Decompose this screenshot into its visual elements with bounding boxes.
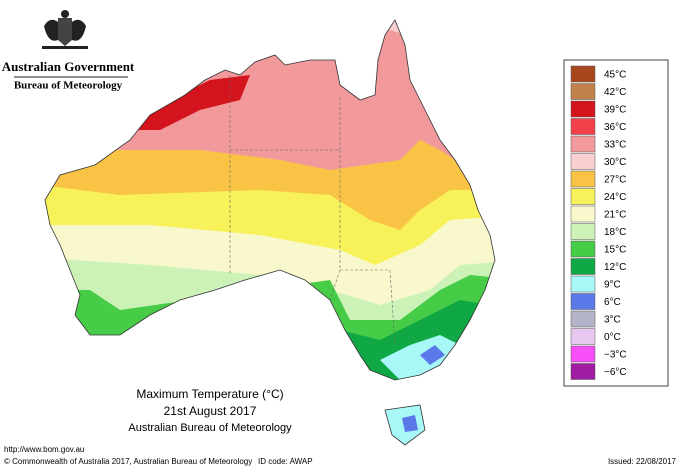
legend-label: 42°C (604, 87, 626, 98)
header-line1: Australian Government (2, 59, 135, 74)
legend-label: −6°C (604, 367, 627, 378)
legend-swatch (570, 240, 596, 258)
legend-swatch (570, 100, 596, 118)
legend-swatch (570, 205, 596, 223)
legend-swatch (570, 328, 596, 345)
legend-swatch (570, 275, 596, 293)
legend-label: 24°C (604, 192, 626, 203)
legend-swatch (570, 223, 596, 240)
legend-label: 0°C (604, 332, 621, 343)
crest (42, 10, 88, 49)
legend-swatch (570, 363, 596, 380)
legend-label: 33°C (604, 139, 626, 150)
legend-swatch (570, 170, 596, 188)
footer-issued: Issued: 22/08/2017 (608, 457, 677, 466)
legend-label: 30°C (604, 157, 626, 168)
legend-swatch (570, 258, 596, 275)
header-line2: Bureau of Meteorology (14, 80, 123, 92)
legend-swatch (570, 293, 596, 310)
legend: 45°C 42°C 39°C 36°C 33°C 30°C 27°C 24°C 21°C 18°C… (570, 65, 627, 380)
legend-swatch (570, 118, 596, 135)
map-title: Maximum Temperature (°C) (136, 387, 283, 401)
footer-copyright: © Commonwealth of Australia 2017, Austra… (4, 457, 252, 466)
legend-label: 45°C (604, 69, 626, 80)
legend-label: 3°C (604, 314, 621, 325)
legend-swatch (570, 188, 596, 205)
legend-label: 6°C (604, 297, 621, 308)
legend-label: 12°C (604, 262, 626, 273)
footer-id-code: ID code: AWAP (258, 457, 313, 466)
legend-label: 9°C (604, 279, 621, 290)
legend-label: 36°C (604, 122, 626, 133)
legend-label: 18°C (604, 227, 626, 238)
legend-label: 27°C (604, 174, 626, 185)
legend-label: 15°C (604, 244, 626, 255)
legend-label: 39°C (604, 104, 626, 115)
legend-label: 21°C (604, 209, 626, 220)
map-date: 21st August 2017 (164, 404, 257, 418)
legend-swatch (570, 65, 596, 83)
map-source: Australian Bureau of Meteorology (128, 422, 292, 434)
legend-swatch (570, 153, 596, 170)
footer-url: http://www.bom.gov.au (4, 445, 84, 454)
legend-swatch (570, 345, 596, 363)
legend-swatch (570, 83, 596, 100)
legend-swatch (570, 135, 596, 153)
coastline (44, 19, 496, 446)
legend-label: −3°C (604, 349, 627, 360)
legend-swatch (570, 310, 596, 328)
